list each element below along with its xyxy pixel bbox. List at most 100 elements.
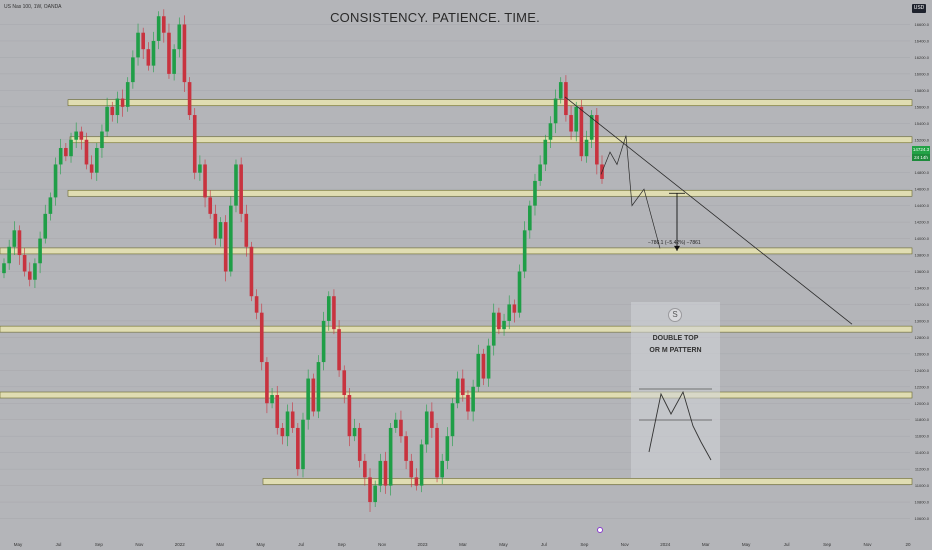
candle-body [311, 378, 316, 412]
price-zone [0, 247, 913, 255]
candle-body [430, 411, 434, 428]
candle-body [574, 106, 579, 132]
candle-body [22, 255, 27, 272]
candle-body [94, 147, 99, 173]
candle-body [187, 82, 192, 116]
x-tick-label: Nov [135, 542, 144, 547]
candle-body [275, 395, 280, 428]
x-tick-label: May [742, 542, 751, 547]
candle-body [120, 98, 125, 107]
candle-body [48, 197, 53, 214]
candle-body [265, 362, 269, 404]
candle-body [321, 320, 326, 363]
candle-body [486, 345, 491, 379]
y-axis: 16600.0 16400.0 16200.0 16000.0 15800.0 15600… [915, 22, 930, 521]
candle-body [89, 164, 94, 173]
y-tick-label: 15400.0 [915, 121, 930, 126]
candle-body [332, 296, 336, 330]
x-tick-label: Nov [864, 542, 873, 547]
candle-body [285, 411, 290, 437]
y-tick-label: 12600.0 [915, 351, 930, 356]
y-tick-label: 13000.0 [915, 318, 930, 323]
drawn-lines [564, 96, 853, 325]
current-price-badge: 14724.3 [912, 146, 930, 154]
y-tick-label: 11400.0 [915, 450, 930, 455]
candle-body [167, 32, 171, 74]
y-tick-label: 11000.0 [915, 483, 930, 488]
candle-body [259, 312, 264, 363]
y-tick-label: 15800.0 [915, 88, 930, 93]
descending-trendline [564, 96, 853, 325]
x-tick-label: Mar [216, 542, 224, 547]
price-zone [262, 478, 913, 485]
candle-body [363, 460, 367, 478]
candle-body [7, 246, 11, 264]
candle-body [543, 139, 548, 165]
x-tick-label: Mar [459, 542, 467, 547]
candle-body [337, 329, 341, 371]
y-tick-label: 14800.0 [915, 170, 930, 175]
x-axis: May Jul Sep Nov 2022 Mar May Jul Sep Nov 2023 Mar Ma… [14, 542, 911, 547]
candle-body [58, 147, 63, 165]
candle-body [33, 263, 37, 280]
double-top-sketch [639, 388, 712, 461]
candle-body [342, 370, 347, 396]
candle-body [2, 263, 6, 274]
y-tick-label: 14000.0 [915, 236, 930, 241]
candle-body [388, 427, 393, 486]
currency-badge[interactable]: USD [912, 4, 926, 13]
candle-body [306, 378, 310, 420]
candle-body [455, 378, 460, 404]
y-tick-label: 11800.0 [915, 417, 930, 422]
pattern-card: S DOUBLE TOP OR M PATTERN [631, 302, 720, 478]
candle-body [234, 164, 238, 206]
price-zone [0, 325, 913, 333]
chart-headline: CONSISTENCY. PATIENCE. TIME. [330, 10, 540, 25]
candle-body [17, 230, 22, 256]
y-tick-label: 14600.0 [915, 187, 930, 192]
candle-body [296, 427, 300, 470]
projection-path [600, 135, 661, 249]
x-tick-label: May [256, 542, 265, 547]
candle-body [43, 213, 48, 239]
y-tick-label: 16000.0 [915, 71, 930, 76]
candle-body [208, 197, 213, 214]
pattern-title-line2: OR M PATTERN [649, 347, 702, 354]
candle-body [223, 222, 228, 272]
price-grid [0, 24, 910, 519]
candle-body [326, 296, 331, 321]
candle-body [38, 238, 42, 264]
candle-body [125, 82, 130, 107]
candle-body [53, 164, 58, 198]
candle-body [146, 49, 151, 66]
candle-body [301, 419, 305, 470]
y-tick-label: 16400.0 [915, 38, 930, 43]
candle-body [316, 362, 321, 412]
candle-body [100, 131, 104, 148]
y-tick-label: 12000.0 [915, 401, 930, 406]
candle-body [564, 82, 568, 116]
candle-body [290, 411, 295, 428]
candle-body [182, 24, 187, 83]
candle-body [419, 444, 424, 486]
candle-body [558, 82, 563, 99]
x-tick-label: Nov [621, 542, 630, 547]
candle-body [424, 411, 429, 445]
candle-body [12, 230, 17, 247]
candle-body [213, 213, 218, 239]
candle-body [110, 106, 115, 116]
measure-label: −786.1 (−5.42%) −7861 [648, 240, 701, 246]
candle-body [69, 139, 73, 157]
x-tick-label: May [14, 542, 23, 547]
y-tick-label: 13200.0 [915, 302, 930, 307]
event-marker-icon[interactable] [597, 527, 603, 533]
candle-body [461, 378, 465, 396]
y-tick-label: 14400.0 [915, 203, 930, 208]
candle-body [595, 115, 599, 165]
x-tick-label: Nov [378, 542, 387, 547]
candle-body [553, 98, 558, 124]
candle-body [502, 320, 506, 330]
candle-body [177, 24, 182, 50]
candle-body [254, 296, 259, 313]
